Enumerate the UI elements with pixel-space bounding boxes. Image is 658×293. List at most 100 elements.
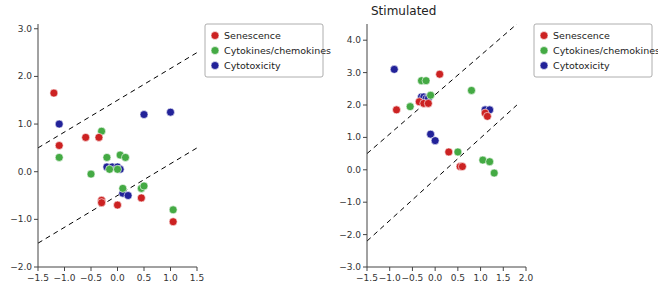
x-tick (367, 267, 368, 271)
point (458, 163, 466, 171)
x-tick (457, 267, 458, 271)
point (427, 91, 435, 99)
point (114, 165, 122, 173)
legend-marker (211, 47, 219, 55)
axes: −1.5−1.0−0.50.00.51.01.5−2.0−1.00.01.02.… (10, 24, 204, 283)
point (483, 112, 491, 120)
x-axis-line (367, 267, 526, 268)
series (55, 127, 177, 214)
panel: −1.5−1.0−0.50.00.51.01.5−2.0−1.00.01.02.… (10, 24, 331, 283)
point (422, 77, 430, 85)
legend-marker (540, 32, 548, 40)
plot-area (38, 53, 197, 244)
series (50, 89, 177, 226)
y-tick (363, 137, 367, 138)
point (119, 184, 127, 192)
y-tick-label: −1.0 (10, 214, 32, 224)
point (114, 201, 122, 209)
y-tick-label: −3.0 (339, 262, 361, 272)
x-tick-label: 1.0 (473, 273, 488, 283)
y-axis-line (38, 24, 39, 267)
legend-label: Cytotoxicity (224, 60, 281, 71)
figure: −1.5−1.0−0.50.00.51.01.5−2.0−1.00.01.02.… (0, 0, 658, 293)
x-tick (144, 267, 145, 271)
series (393, 70, 492, 170)
x-tick (117, 267, 118, 271)
y-tick (363, 234, 367, 235)
point (424, 99, 432, 107)
plot-area (367, 24, 517, 241)
x-tick-label: −1.0 (54, 273, 76, 283)
y-tick-label: 0.0 (347, 165, 362, 175)
x-tick-label: 0.5 (137, 273, 151, 283)
y-tick (34, 28, 38, 29)
point (103, 153, 111, 161)
y-tick-label: 2.0 (18, 71, 33, 81)
point (55, 120, 63, 128)
x-tick (389, 267, 390, 271)
y-tick-label: 0.0 (18, 167, 33, 177)
y-tick-label: 3.0 (18, 24, 33, 34)
series (406, 77, 498, 177)
point (106, 165, 114, 173)
point (140, 111, 148, 119)
point (95, 133, 103, 141)
title: Stimulated (371, 4, 436, 18)
y-tick (34, 76, 38, 77)
y-tick-label: 4.0 (347, 35, 362, 45)
point (87, 170, 95, 178)
point (82, 133, 90, 141)
reference-line (367, 24, 517, 154)
panel: −1.5−1.0−0.50.00.51.01.52.0−3.0−2.0−1.00… (339, 4, 658, 283)
x-tick-label: −1.0 (379, 273, 401, 283)
y-tick (34, 267, 38, 268)
page: {"chart_data": [ {"type": "scatter", "ma… (0, 0, 658, 293)
x-tick-label: 0.0 (428, 273, 443, 283)
y-tick-label: −2.0 (339, 230, 361, 240)
y-tick (363, 267, 367, 268)
reference-line (367, 105, 517, 241)
y-tick-label: 2.0 (347, 100, 362, 110)
point (490, 169, 498, 177)
x-tick-label: 1.5 (190, 273, 204, 283)
point (169, 206, 177, 214)
point (393, 106, 401, 114)
y-tick-label: −2.0 (10, 262, 32, 272)
x-tick-label: 2.0 (519, 273, 534, 283)
point (55, 142, 63, 150)
point (486, 158, 494, 166)
legend: SenescenceCytokines/chemokinesCytotoxici… (534, 24, 658, 77)
y-tick (363, 40, 367, 41)
x-tick (170, 267, 171, 271)
point (436, 70, 444, 78)
point (167, 108, 175, 116)
y-tick (34, 171, 38, 172)
point (431, 137, 439, 145)
point (140, 182, 148, 190)
x-tick-label: −0.5 (401, 273, 423, 283)
series (390, 65, 493, 144)
legend-marker (211, 62, 219, 70)
reference-line (38, 148, 197, 243)
point (467, 86, 475, 94)
x-tick-label: −1.5 (356, 273, 378, 283)
y-tick-label: 1.0 (347, 132, 362, 142)
y-tick (363, 169, 367, 170)
x-tick (435, 267, 436, 271)
x-tick (64, 267, 65, 271)
point (121, 153, 129, 161)
legend-label: Senescence (224, 30, 281, 41)
x-tick-label: 1.0 (163, 273, 178, 283)
y-axis-line (367, 24, 368, 267)
point (137, 194, 145, 202)
point (406, 103, 414, 111)
y-tick (34, 124, 38, 125)
x-tick (526, 267, 527, 271)
point (445, 148, 453, 156)
y-tick (363, 202, 367, 203)
y-tick (34, 219, 38, 220)
x-tick (503, 267, 504, 271)
legend-label: Cytotoxicity (553, 60, 610, 71)
x-tick (412, 267, 413, 271)
x-tick (197, 267, 198, 271)
